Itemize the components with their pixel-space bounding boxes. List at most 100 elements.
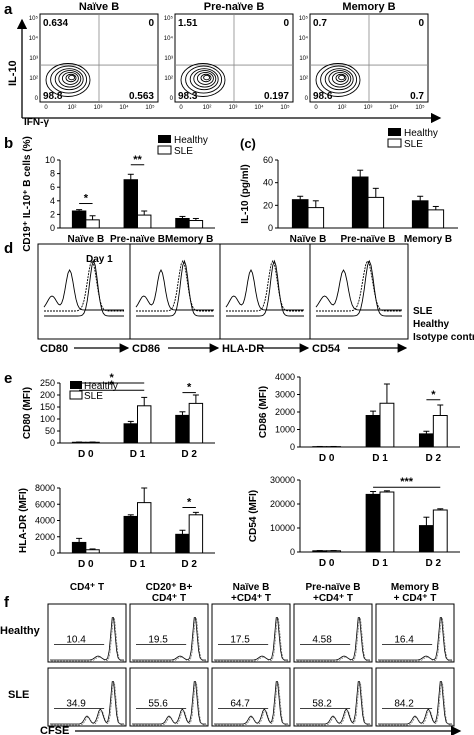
cfse-histogram [296, 617, 370, 661]
cfse-percentage: 34.9 [66, 699, 86, 710]
contour-ring [338, 74, 346, 81]
y-tick-label: 40 [263, 178, 273, 188]
y-tick-label: 150 [40, 402, 55, 412]
cfse-histogram-overlay [133, 618, 207, 662]
y-tick-label: 1000 [275, 425, 295, 435]
legend-c-healthy: Healthy [404, 128, 438, 139]
y-tick-label: 50 [45, 426, 55, 436]
bar-healthy [418, 433, 434, 448]
contour-ring [193, 70, 217, 88]
cfse-histogram [378, 617, 452, 661]
y-tick-label: 0 [290, 547, 295, 557]
panel-c-legend: Healthy SLE [387, 128, 438, 150]
y-tick-label: 8000 [35, 483, 55, 493]
column-title: + CD4⁺ T [394, 593, 437, 604]
panel-b-legend: Healthy SLE [157, 135, 208, 157]
cfse-plot-frame [211, 667, 291, 727]
cfse-plot-frame [375, 603, 455, 663]
cfse-percentage: 17.5 [230, 635, 250, 646]
panel-d-legend-isotype: Isotype control [413, 332, 474, 343]
panel-letter-d: d [4, 240, 13, 257]
histogram-trace [316, 260, 402, 312]
cfse-plot-frame [375, 667, 455, 727]
y-tick-label: 4000 [275, 372, 295, 382]
legend-c-sle: SLE [404, 139, 423, 150]
quadrant-lower-right: 0.563 [129, 91, 154, 102]
significance-star: * [110, 379, 115, 391]
contour-ring [315, 63, 361, 97]
cfse-plot-frame [293, 603, 373, 663]
x-tick-label: 10³ [364, 105, 373, 111]
category-label: Pre-naïve B [110, 234, 165, 245]
cfse-percentage: 10.4 [66, 635, 86, 646]
cfse-histogram [50, 617, 124, 661]
y-tick-label: 4 [50, 196, 55, 206]
contour-ring [335, 73, 347, 83]
cfse-percentage: 64.7 [230, 699, 250, 710]
column-title: CD4⁺ T [70, 582, 104, 593]
y-tick-label: 4000 [35, 516, 55, 526]
bar-sle [188, 402, 204, 444]
y-axis-label: CD54 (MFI) [248, 490, 259, 542]
cfse-plot-frame [129, 667, 209, 727]
category-label: Naïve B [67, 234, 104, 245]
y-axis-label: CD19⁺ IL-10⁺ B cells (%) [22, 136, 33, 252]
panel-a-x-label: IFN-γ [24, 117, 49, 128]
y-tick-label: 200 [40, 390, 55, 400]
bar-healthy [291, 199, 309, 229]
significance-star: * [110, 372, 115, 384]
category-label: D 2 [426, 453, 442, 464]
bar-sle [85, 549, 100, 554]
panel-letter-f: f [4, 594, 10, 611]
bar-sle [188, 220, 204, 229]
panel-d-day-label: Day 1 [86, 254, 113, 265]
category-label: D 0 [78, 559, 94, 570]
cfse-histogram [50, 681, 124, 725]
y-tick-label: 10⁵ [164, 15, 174, 22]
column-title: CD20⁺ B+ [146, 582, 193, 593]
y-tick-label: 10⁴ [29, 35, 39, 42]
y-tick-label: 100 [40, 414, 55, 424]
quadrant-lower-left: 98.3 [178, 91, 198, 102]
bar-sle [367, 196, 385, 229]
significance-star: * [187, 497, 192, 509]
bar-healthy [123, 179, 138, 229]
bar-chart-e4: 0 10000 20000 30000 CD54 (MFI) D 0 D 1 D 2 *** [248, 475, 460, 569]
category-label: D 1 [130, 449, 146, 460]
bar-sle [137, 405, 152, 444]
category-label: D 0 [319, 558, 335, 569]
significance-star: *** [400, 476, 414, 488]
bar-sle [137, 214, 152, 229]
significance-star: * [431, 389, 436, 401]
quadrant-upper-left: 0.634 [43, 18, 68, 29]
cfse-plot-frame [47, 603, 127, 663]
quadrant-lower-right: 0.7 [410, 91, 424, 102]
contour-ring [196, 71, 214, 85]
cfse-histogram-overlay [379, 682, 453, 726]
y-tick-label: 6000 [35, 499, 55, 509]
x-tick-label: 0 [179, 105, 183, 111]
cfse-histogram [214, 681, 288, 725]
column-title: Memory B [391, 582, 439, 593]
bar-healthy [71, 541, 87, 554]
contour-ring [45, 63, 91, 97]
cfse-histogram-overlay [215, 682, 289, 726]
y-tick-label: 2000 [275, 407, 295, 417]
bar-chart-e3: 0 2000 4000 6000 8000 HLA-DR (MFI) D 0 D 1 D 2 * [18, 483, 215, 570]
bar-healthy [411, 200, 429, 229]
legend-e-sle: SLE [84, 391, 103, 402]
bar-healthy [365, 493, 381, 553]
contour-ring [68, 74, 76, 81]
contour-ring [200, 73, 212, 83]
legend-e-healthy: Healthy [84, 381, 118, 392]
x-tick-label: 10² [338, 105, 347, 111]
cfse-percentage: 84.2 [394, 699, 414, 710]
y-tick-label: 30000 [270, 475, 295, 485]
x-tick-label: 10⁵ [280, 104, 290, 111]
histogram-trace [225, 268, 304, 311]
marker-label-cd86: CD86 [132, 343, 160, 355]
x-tick-label: 10³ [229, 105, 238, 111]
y-axis-label: HLA-DR (MFI) [18, 488, 29, 553]
category-label: D 1 [372, 558, 388, 569]
